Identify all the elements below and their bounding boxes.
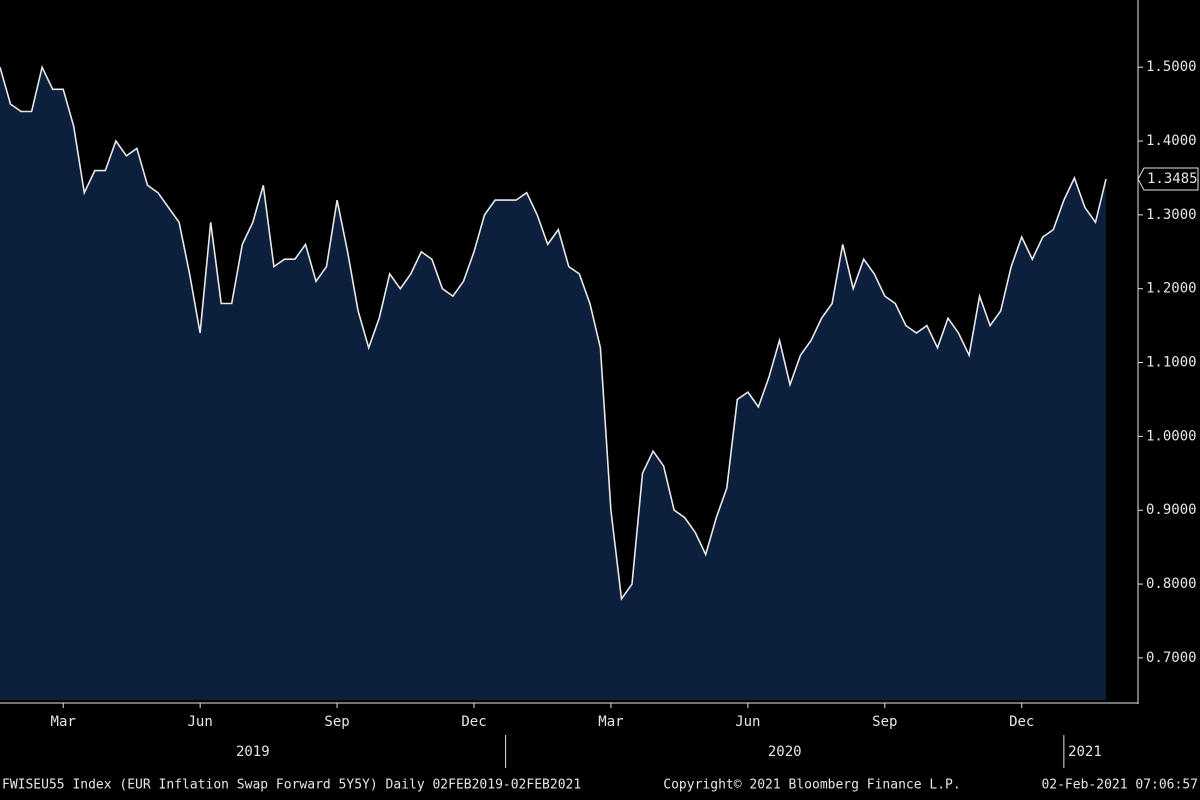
line [0, 64, 1107, 601]
y-tick-label: 1.5000 [1146, 59, 1197, 75]
y-tick-label: 1.0000 [1146, 428, 1197, 444]
y-tick-label: 1.4000 [1146, 133, 1197, 149]
footer-timestamp: 02-Feb-2021 07:06:57 [1041, 778, 1198, 793]
x-tick-label: Jun [187, 714, 212, 730]
y-tick-label: 1.3000 [1146, 207, 1197, 223]
x-tick-label: Jun [735, 714, 760, 730]
last-value-box [1137, 167, 1199, 191]
y-tick-label: 0.9000 [1146, 502, 1197, 518]
y-tick-label: 1.2000 [1146, 281, 1197, 297]
footer-ticker: FWISEU55 Index (EUR Inflation Swap Forwa… [2, 778, 581, 793]
x-tick-label: Dec [1009, 714, 1034, 730]
area [0, 67, 1106, 700]
x-tick-label: Mar [51, 714, 76, 730]
last-value-label: 1.3485 [1147, 171, 1198, 187]
year-label: 2019 [236, 744, 270, 760]
x-tick-label: Sep [872, 714, 897, 730]
year-label: 2021 [1068, 744, 1102, 760]
footer-copyright: Copyright© 2021 Bloomberg Finance L.P. [663, 778, 960, 793]
y-tick-label: 0.7000 [1146, 650, 1197, 666]
x-tick-label: Sep [324, 714, 349, 730]
year-label: 2020 [768, 744, 802, 760]
x-tick-label: Dec [461, 714, 486, 730]
y-tick-label: 1.1000 [1146, 355, 1197, 371]
y-tick-label: 0.8000 [1146, 576, 1197, 592]
x-tick-label: Mar [598, 714, 623, 730]
